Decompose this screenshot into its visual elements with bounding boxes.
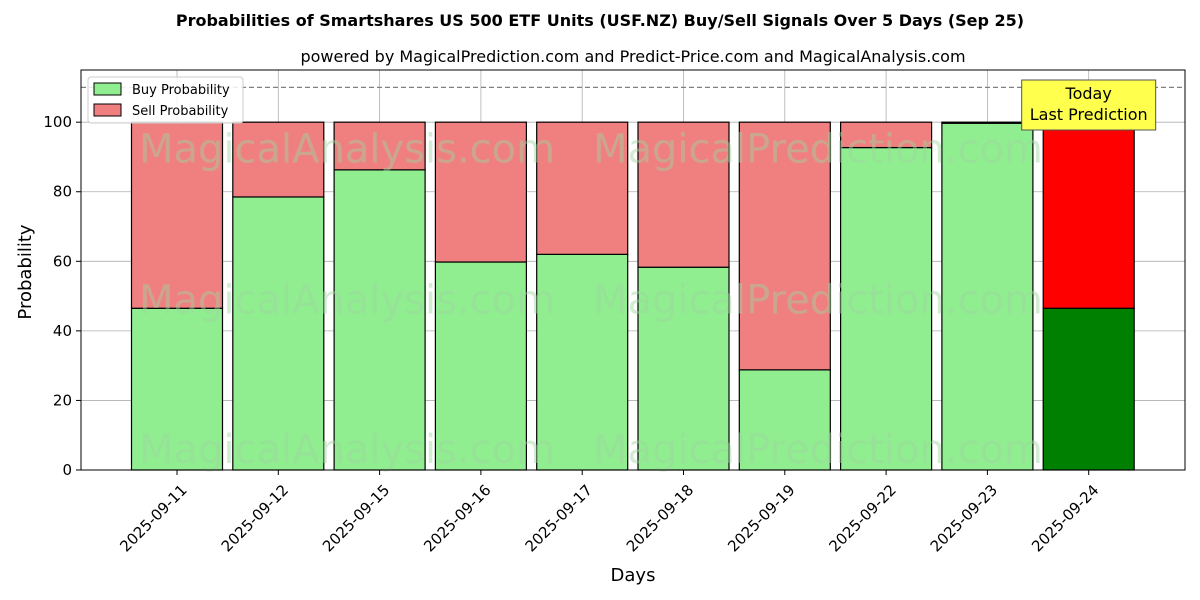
watermark-text: MagicalPrediction.com — [593, 278, 1043, 324]
buy-bar — [232, 196, 325, 471]
x-axis-label: Days — [611, 565, 656, 586]
buy-bar — [434, 261, 527, 471]
annotation-box — [1021, 79, 1157, 131]
watermark-text: MagicalAnalysis.com — [139, 427, 555, 473]
legend-swatch — [93, 103, 122, 117]
watermark-text: MagicalAnalysis.com — [139, 278, 555, 324]
sell-bar — [232, 121, 325, 198]
legend-label: Buy Probability — [132, 83, 230, 98]
chart-title: Probabilities of Smartshares US 500 ETF … — [176, 11, 1024, 30]
y-axis-label: Probability — [15, 224, 36, 319]
y-tick-label: 100 — [43, 113, 72, 131]
y-tick-label: 20 — [53, 391, 72, 409]
buy-bar — [637, 266, 730, 471]
watermark-text: MagicalAnalysis.com — [139, 126, 555, 172]
annotation-text: Last Prediction — [1030, 105, 1148, 124]
buy-bar — [738, 369, 831, 471]
sell-bar — [738, 121, 831, 371]
buy-bar — [1042, 307, 1135, 471]
legend-swatch — [93, 82, 122, 96]
sell-bar — [333, 121, 426, 171]
buy-bar — [333, 169, 426, 471]
y-tick-label: 60 — [53, 252, 72, 270]
sell-bar — [536, 121, 629, 255]
sell-bar — [637, 121, 730, 268]
y-tick-label: 40 — [53, 322, 72, 340]
sell-bar — [1042, 121, 1135, 309]
buy-bar — [536, 253, 629, 471]
sell-bar — [839, 121, 933, 149]
watermark-text: MagicalPrediction.com — [593, 427, 1043, 473]
chart-subtitle: powered by MagicalPrediction.com and Pre… — [300, 47, 965, 66]
sell-bar — [434, 121, 527, 263]
sell-bar — [130, 121, 224, 309]
annotation-text: Today — [1065, 84, 1112, 103]
y-tick-label: 80 — [53, 183, 72, 201]
sell-bar — [941, 121, 1034, 124]
axes-frame — [80, 69, 1186, 471]
watermark-text: MagicalPrediction.com — [593, 126, 1043, 172]
buy-bar — [941, 122, 1034, 471]
legend-box — [87, 76, 244, 124]
y-tick-label: 0 — [62, 461, 72, 479]
legend-label: Sell Probability — [132, 104, 229, 119]
